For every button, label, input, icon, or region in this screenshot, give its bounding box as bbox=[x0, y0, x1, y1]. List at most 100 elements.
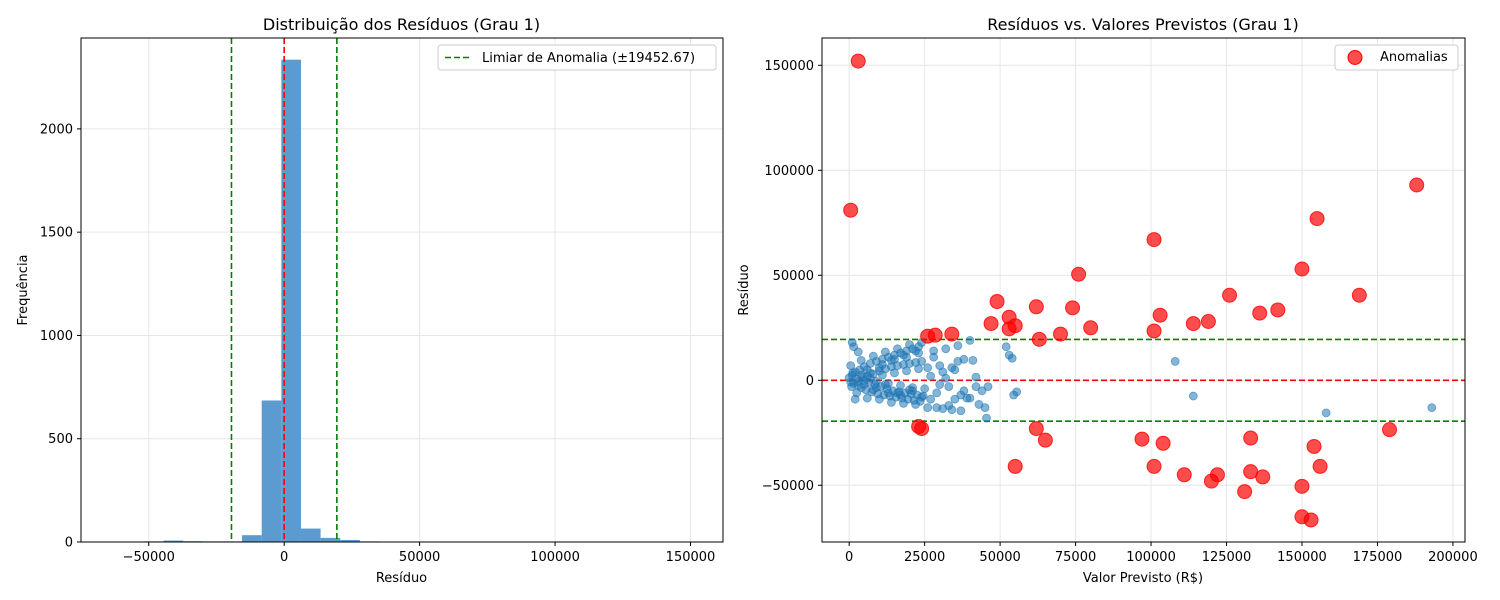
scatter-anomaly-point bbox=[1152, 307, 1168, 323]
scatter-anomaly-point bbox=[1382, 422, 1398, 438]
scatter-point bbox=[890, 354, 899, 364]
scatter-point bbox=[853, 347, 863, 357]
scatter-point bbox=[1321, 408, 1331, 418]
histogram-bar bbox=[163, 540, 184, 542]
scatter-point bbox=[938, 367, 948, 377]
scatter-y-tick-label: 0 bbox=[806, 374, 814, 389]
scatter-point bbox=[917, 392, 927, 402]
scatter-point bbox=[1001, 342, 1011, 352]
scatter-point bbox=[846, 361, 856, 371]
scatter-point bbox=[856, 370, 866, 380]
scatter-point bbox=[1170, 356, 1180, 366]
scatter-anomaly-point bbox=[989, 294, 1005, 310]
histogram-y-ticks: 0 500 1000 1500 2000 bbox=[40, 122, 81, 551]
scatter-x-tick-label: 50000 bbox=[979, 550, 1020, 565]
scatter-point bbox=[880, 380, 890, 389]
scatter-point bbox=[959, 386, 969, 396]
scatter-anomaly-point bbox=[1028, 421, 1044, 437]
scatter-anomaly-point bbox=[1255, 469, 1271, 485]
scatter-point bbox=[965, 393, 975, 403]
scatter-legend-label: Anomalias bbox=[1380, 50, 1448, 65]
scatter-anomaly-point bbox=[1243, 430, 1259, 446]
scatter-anomaly-point bbox=[1222, 287, 1238, 303]
scatter-x-tick-label: 175000 bbox=[1353, 550, 1403, 565]
scatter-anomaly-point bbox=[1312, 458, 1328, 474]
scatter-point bbox=[926, 371, 936, 381]
scatter-anomaly-points bbox=[843, 53, 1425, 528]
scatter-point bbox=[871, 383, 881, 393]
scatter-point bbox=[953, 341, 963, 351]
scatter-x-tick-label: 25000 bbox=[904, 550, 945, 565]
scatter-point bbox=[896, 390, 905, 400]
scatter-anomaly-point bbox=[1203, 473, 1219, 489]
scatter-point bbox=[847, 382, 856, 392]
scatter-anomaly-point bbox=[1028, 299, 1044, 315]
scatter-anomaly-point bbox=[1007, 458, 1023, 474]
scatter-point bbox=[862, 393, 872, 403]
scatter-point bbox=[884, 388, 893, 398]
scatter-point bbox=[983, 382, 993, 392]
histogram-legend: Limiar de Anomalia (±19452.67) bbox=[437, 44, 717, 71]
scatter-x-tick-label: 100000 bbox=[1126, 550, 1176, 565]
scatter-point bbox=[852, 388, 862, 398]
scatter-anomaly-point bbox=[1146, 458, 1162, 474]
scatter-anomaly-point bbox=[1270, 302, 1286, 318]
scatter-anomaly-point bbox=[1001, 321, 1017, 337]
scatter-point bbox=[929, 352, 939, 362]
scatter-point bbox=[848, 368, 858, 378]
scatter-point bbox=[877, 370, 887, 380]
scatter-legend-marker bbox=[1347, 50, 1363, 65]
scatter-point bbox=[941, 344, 951, 354]
scatter-point bbox=[953, 356, 963, 366]
scatter-point bbox=[896, 381, 905, 390]
scatter-point bbox=[971, 382, 981, 392]
scatter-anomaly-point bbox=[1146, 323, 1162, 339]
scatter-point bbox=[914, 364, 924, 374]
scatter-anomaly-point bbox=[1252, 305, 1268, 321]
scatter-y-label: Resíduo bbox=[737, 264, 752, 315]
histogram-legend-box bbox=[437, 44, 717, 71]
scatter-anomaly-point bbox=[1309, 211, 1325, 227]
scatter-y-tick-label: 150000 bbox=[764, 59, 814, 74]
scatter-anomaly-point bbox=[843, 202, 859, 218]
scatter-point bbox=[935, 380, 945, 389]
scatter-point bbox=[1012, 387, 1022, 397]
histogram-y-label: Frequência bbox=[16, 254, 31, 325]
scatter-point bbox=[914, 348, 924, 358]
scatter-y-tick-label: 50000 bbox=[773, 269, 814, 284]
histogram-y-tick-label: 0 bbox=[65, 536, 73, 551]
histogram-x-tick-label: 150000 bbox=[666, 550, 716, 565]
scatter-point bbox=[947, 405, 957, 415]
histogram-x-tick-label: 100000 bbox=[530, 550, 580, 565]
scatter-anomaly-point bbox=[1083, 320, 1099, 336]
scatter-y-ticks: −50000 0 50000 100000 150000 bbox=[762, 59, 822, 494]
scatter-y-tick-label: 100000 bbox=[764, 164, 814, 179]
scatter-chart: Resíduos vs. Valores Previstos (Grau 1) … bbox=[737, 15, 1478, 586]
scatter-point bbox=[980, 403, 990, 413]
scatter-point bbox=[1427, 403, 1437, 413]
histogram-y-tick-label: 2000 bbox=[40, 122, 73, 137]
histogram-x-ticks: −50000 0 50000 100000 150000 bbox=[123, 542, 716, 565]
histogram-x-tick-label: 0 bbox=[280, 550, 288, 565]
histogram-title: Distribuição dos Resíduos (Grau 1) bbox=[263, 15, 540, 34]
scatter-point bbox=[911, 400, 920, 409]
histogram-legend-label: Limiar de Anomalia (±19452.67) bbox=[482, 51, 695, 66]
scatter-point bbox=[944, 382, 954, 392]
scatter-point bbox=[887, 397, 896, 407]
scatter-anomaly-point bbox=[1155, 435, 1171, 451]
histogram-chart: Distribuição dos Resíduos (Grau 1) −5000… bbox=[16, 15, 724, 586]
histogram-bar bbox=[261, 400, 282, 542]
scatter-legend-box bbox=[1334, 44, 1459, 71]
scatter-anomaly-point bbox=[1351, 287, 1367, 303]
histogram-bar bbox=[300, 528, 321, 542]
scatter-point bbox=[868, 351, 878, 361]
histogram-bar bbox=[242, 535, 262, 542]
scatter-point bbox=[917, 356, 927, 366]
scatter-point bbox=[977, 386, 987, 396]
scatter-legend: Anomalias bbox=[1334, 44, 1459, 71]
scatter-anomaly-point bbox=[1409, 177, 1425, 193]
histogram-bar bbox=[340, 539, 360, 542]
histogram-y-tick-label: 1000 bbox=[40, 329, 73, 344]
scatter-point bbox=[1188, 391, 1198, 401]
